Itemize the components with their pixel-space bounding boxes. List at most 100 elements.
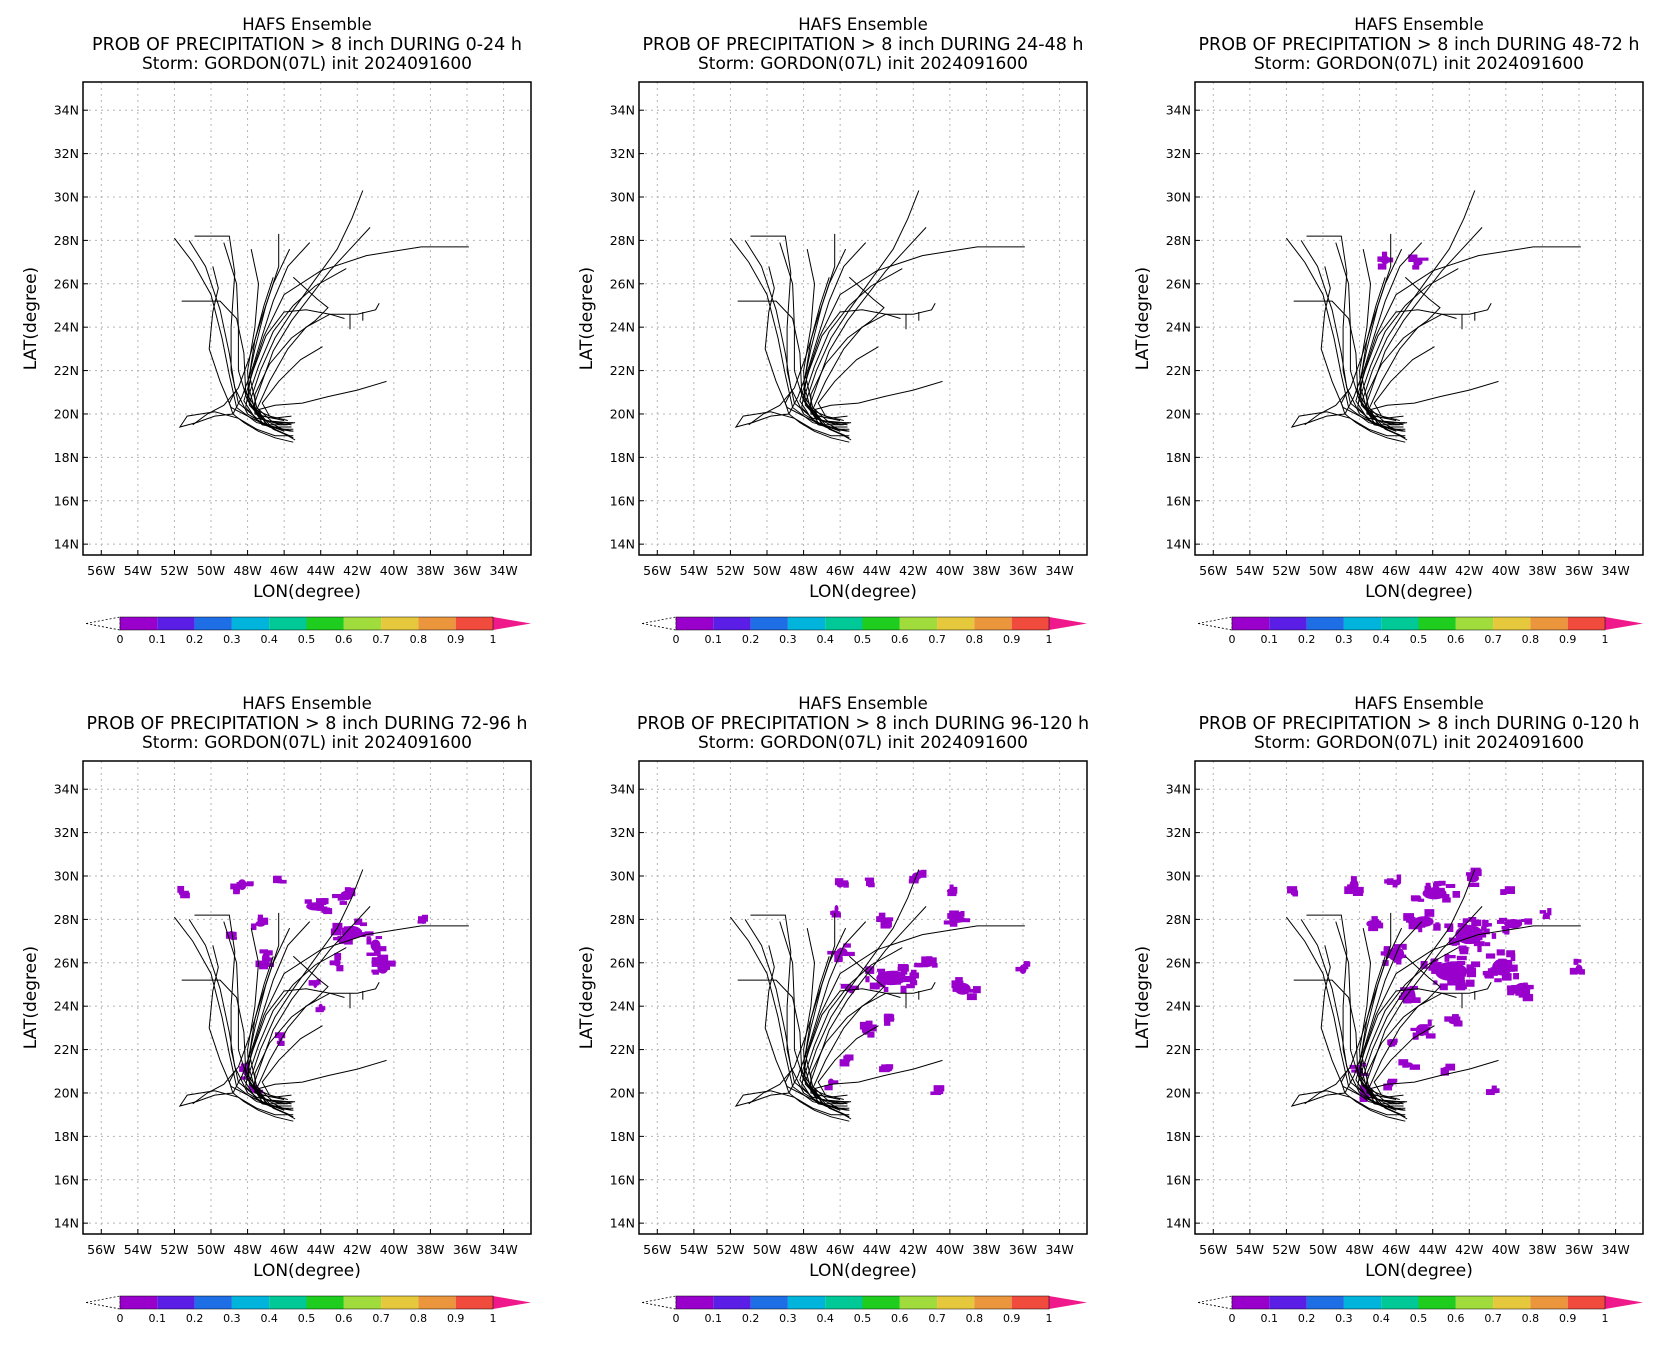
- x-tick-label: 48W: [233, 1242, 261, 1257]
- colorbar-tick-label: 0.9: [1559, 1312, 1577, 1325]
- y-tick-label: 18N: [54, 450, 79, 465]
- x-tick-label: 52W: [716, 563, 744, 578]
- storm-track: [737, 979, 850, 1109]
- precip-region: [308, 979, 321, 989]
- precip-cell: [1352, 888, 1364, 896]
- precip-cell: [226, 932, 237, 937]
- x-tick-label: 54W: [1236, 1242, 1264, 1257]
- x-axis-label: LON(degree): [253, 1261, 361, 1281]
- precip-cell: [869, 982, 880, 990]
- precip-cell: [1410, 1027, 1420, 1032]
- y-tick-label: 20N: [1166, 406, 1191, 421]
- precip-cell: [1376, 920, 1382, 928]
- precip-cell: [1519, 990, 1531, 998]
- y-tick-label: 22N: [54, 1042, 79, 1057]
- x-tick-label: 54W: [680, 1242, 708, 1257]
- precip-cell: [1539, 910, 1547, 914]
- precip-region: [1344, 876, 1364, 896]
- panel-title-model: HAFS Ensemble: [798, 694, 928, 713]
- precip-cell: [358, 932, 366, 938]
- precip-region: [315, 1003, 326, 1013]
- precip-cell: [257, 920, 268, 925]
- y-tick-label: 20N: [54, 1085, 79, 1100]
- precip-cell: [1467, 874, 1474, 882]
- x-axis-label: LON(degree): [253, 582, 361, 602]
- precip-cell: [1417, 898, 1425, 902]
- colorbar-over-triangle: [1605, 617, 1643, 630]
- y-tick-label: 16N: [54, 1172, 79, 1187]
- storm-track: [799, 988, 901, 1111]
- precip-cell: [947, 892, 957, 897]
- x-tick-label: 44W: [863, 1242, 891, 1257]
- y-tick-label: 20N: [1166, 1085, 1191, 1100]
- precip-cell: [1446, 926, 1454, 932]
- precip-cell: [1351, 1069, 1359, 1073]
- x-tick-label: 48W: [789, 1242, 817, 1257]
- precip-region: [1420, 953, 1481, 991]
- precip-cell: [343, 938, 353, 945]
- colorbar-segment: [937, 617, 975, 630]
- precip-cell: [1506, 985, 1515, 990]
- precip-cell: [1385, 955, 1395, 959]
- precip-region: [1444, 916, 1497, 955]
- precip-cell: [1516, 919, 1522, 924]
- plot-frame: [82, 760, 532, 1235]
- colorbar-tick-label: 1: [1602, 1312, 1609, 1325]
- colorbar-tick-label: 0.8: [966, 1312, 984, 1325]
- precip-cell: [1505, 919, 1514, 926]
- precip-cell: [274, 1032, 286, 1039]
- precip-cell: [307, 903, 317, 908]
- precip-cell: [1451, 941, 1458, 946]
- storm-track: [817, 346, 879, 421]
- storm-track: [810, 955, 885, 1098]
- plot-area: [83, 82, 531, 555]
- storm-track: [748, 927, 847, 1105]
- panel-title-variable: PROB OF PRECIPITATION > 8 inch DURING 96…: [637, 714, 1089, 734]
- colorbar-segment: [381, 1296, 419, 1309]
- colorbar-tick-label: 0.9: [1003, 1312, 1021, 1325]
- precip-cell: [316, 905, 323, 911]
- storm-track: [1369, 380, 1499, 441]
- x-tick-label: 38W: [416, 563, 444, 578]
- colorbar-segment: [1306, 617, 1344, 630]
- colorbar-tick-label: 0.8: [966, 633, 984, 646]
- precip-cell: [1380, 951, 1392, 956]
- precip-cell: [264, 950, 273, 956]
- precip-cell: [345, 891, 356, 897]
- precip-layer: [824, 869, 1031, 1096]
- storm-track: [1355, 988, 1457, 1111]
- precip-cell: [330, 928, 342, 936]
- x-tick-labels: 56W 54W 52W 50W 48W 46W 44W 42W 40W 38W 36W 34W: [1199, 563, 1630, 578]
- plot-frame: [638, 81, 1088, 556]
- x-tick-label: 34W: [489, 1242, 517, 1257]
- storm-track: [764, 945, 850, 1111]
- storm-track: [784, 392, 850, 443]
- colorbar-segment: [974, 1296, 1012, 1309]
- colorbar-tick-label: 0.8: [410, 1312, 428, 1325]
- precip-region: [951, 977, 981, 1001]
- x-tick-label: 40W: [380, 1242, 408, 1257]
- precip-cell: [829, 1080, 837, 1084]
- colorbar-under-triangle: [641, 1295, 677, 1310]
- precip-cell: [891, 981, 901, 985]
- colorbar-tick-label: 0.2: [742, 633, 760, 646]
- colorbar-segment: [713, 617, 751, 630]
- colorbar-tick-label: 0.9: [1003, 633, 1021, 646]
- y-tick-label: 18N: [54, 1129, 79, 1144]
- precip-cell: [333, 936, 340, 941]
- colorbar-segment: [194, 1296, 232, 1309]
- precip-cell: [265, 957, 273, 962]
- y-tick-label: 20N: [54, 406, 79, 421]
- precip-cell: [1502, 959, 1513, 967]
- storm-track: [247, 268, 347, 426]
- precip-cell: [1350, 876, 1357, 881]
- colorbar-tick-label: 0.6: [335, 1312, 353, 1325]
- precip-cell: [273, 875, 282, 884]
- y-tick-label: 14N: [610, 537, 635, 552]
- colorbar-tick-label: 1: [490, 1312, 497, 1325]
- colorbar-tick-label: 0: [1229, 633, 1236, 646]
- precip-cell: [1431, 970, 1442, 974]
- precip-cell: [240, 1063, 249, 1069]
- precip-cell: [1496, 919, 1505, 924]
- colorbar-tick-label: 0.3: [1335, 633, 1353, 646]
